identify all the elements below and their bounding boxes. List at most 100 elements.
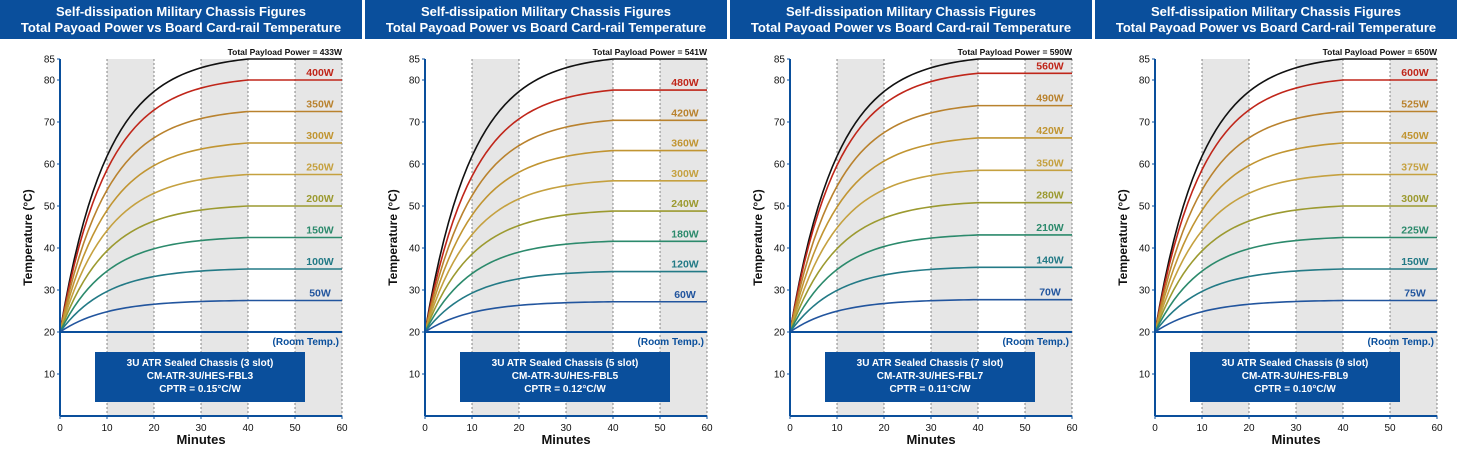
series-line — [789, 169, 1072, 333]
x-axis-title: Minutes — [541, 432, 590, 447]
chart-title: Self-dissipation Military Chassis Figure… — [1151, 4, 1401, 19]
series-label: 100W — [306, 256, 334, 268]
y-tick-label: 70 — [1139, 118, 1151, 129]
x-tick-label: 60 — [336, 423, 348, 434]
series-label: 450W — [1401, 130, 1429, 142]
y-tick-label: 10 — [1139, 370, 1151, 381]
chassis-info-line: 3U ATR Sealed Chassis (7 slot) — [857, 358, 1004, 369]
x-tick-label: 50 — [1384, 423, 1396, 434]
x-tick-label: 30 — [560, 423, 572, 434]
x-tick-label: 10 — [101, 423, 113, 434]
series-label: 525W — [1401, 99, 1429, 111]
series-line-total — [424, 58, 707, 333]
series-line — [59, 268, 342, 333]
series-label: 280W — [1036, 190, 1064, 202]
x-tick-label: 60 — [1066, 423, 1078, 434]
x-tick-label: 20 — [1243, 423, 1255, 434]
series-line — [1154, 110, 1437, 333]
series-label: 150W — [306, 225, 334, 237]
series-line — [1154, 205, 1437, 333]
chart-header: Self-dissipation Military Chassis Figure… — [1095, 0, 1457, 39]
y-tick-label: 85 — [774, 55, 786, 66]
series-label: 200W — [306, 193, 334, 205]
series-label: 300W — [1401, 193, 1429, 205]
y-tick-label: 10 — [774, 370, 786, 381]
series-line — [424, 210, 707, 333]
series-line — [424, 240, 707, 333]
chassis-info-line: CM-ATR-3U/HES-FBL3 — [147, 371, 254, 382]
series-label: 300W — [306, 130, 334, 142]
series-label: 420W — [1036, 125, 1064, 137]
chassis-info-line: CPTR = 0.10°C/W — [1254, 384, 1336, 395]
chart-subtitle: Total Payoad Power vs Board Card-rail Te… — [750, 20, 1072, 35]
temperature-chart: (Room Temp.) 480W 420W 360W 300W 240W 180W 120W… — [386, 47, 713, 447]
x-tick-label: 40 — [972, 423, 984, 434]
chassis-info-box — [95, 352, 305, 402]
chassis-info-box — [460, 352, 670, 402]
series-label: 350W — [306, 99, 334, 111]
chart-title: Self-dissipation Military Chassis Figure… — [421, 4, 671, 19]
series-line-total — [1154, 58, 1437, 333]
series-line — [59, 142, 342, 333]
chart-subtitle: Total Payoad Power vs Board Card-rail Te… — [20, 20, 342, 35]
y-tick-label: 20 — [1139, 328, 1151, 339]
y-tick-label: 85 — [409, 55, 421, 66]
y-tick-label: 50 — [1139, 202, 1151, 213]
x-tick-label: 60 — [1431, 423, 1443, 434]
y-tick-label: 30 — [44, 286, 56, 297]
y-tick-label: 70 — [409, 118, 421, 129]
x-tick-label: 30 — [925, 423, 937, 434]
x-tick-label: 50 — [654, 423, 666, 434]
temperature-chart: (Room Temp.) 560W 490W 420W 350W 280W 210W 140W… — [751, 47, 1078, 447]
series-line — [789, 298, 1072, 333]
chassis-info-line: CM-ATR-3U/HES-FBL9 — [1242, 371, 1349, 382]
series-line — [424, 180, 707, 333]
x-axis-title: Minutes — [176, 432, 225, 447]
series-line — [424, 149, 707, 333]
y-tick-label: 80 — [44, 76, 56, 87]
series-line — [1154, 299, 1437, 333]
series-label: 50W — [309, 288, 331, 300]
x-tick-label: 20 — [878, 423, 890, 434]
room-temp-label: (Room Temp.) — [1003, 337, 1069, 348]
series-label: 490W — [1036, 93, 1064, 105]
chassis-info-line: CM-ATR-3U/HES-FBL7 — [877, 371, 984, 382]
series-line — [1154, 173, 1437, 333]
series-label: 250W — [306, 162, 334, 174]
x-tick-label: 20 — [513, 423, 525, 434]
y-tick-label: 60 — [1139, 160, 1151, 171]
y-tick-label: 80 — [409, 76, 421, 87]
series-line — [1154, 236, 1437, 333]
series-label: 225W — [1401, 225, 1429, 237]
series-line — [789, 234, 1072, 333]
y-tick-label: 50 — [44, 202, 56, 213]
series-label: 600W — [1401, 67, 1429, 79]
y-tick-label: 40 — [1139, 244, 1151, 255]
x-axis-title: Minutes — [906, 432, 955, 447]
temperature-chart: (Room Temp.) 600W 525W 450W 375W 300W 225W 150W… — [1116, 47, 1443, 447]
chart-panel-9-slot: Self-dissipation Military Chassis Figure… — [1095, 0, 1457, 450]
y-tick-label: 60 — [44, 160, 56, 171]
chassis-info-line: CPTR = 0.11°C/W — [890, 384, 972, 395]
y-tick-label: 85 — [1139, 55, 1151, 66]
series-line — [59, 173, 342, 333]
x-tick-label: 10 — [831, 423, 843, 434]
series-label: 210W — [1036, 222, 1064, 234]
total-power-label: Total Payload Power = 433W — [228, 47, 343, 57]
series-label: 300W — [671, 168, 699, 180]
series-label: 180W — [671, 228, 699, 240]
x-tick-label: 50 — [289, 423, 301, 434]
chart-title: Self-dissipation Military Chassis Figure… — [786, 4, 1036, 19]
x-tick-label: 30 — [195, 423, 207, 434]
series-label: 70W — [1039, 287, 1061, 299]
chassis-info-line: 3U ATR Sealed Chassis (9 slot) — [1222, 358, 1369, 369]
y-tick-label: 20 — [44, 328, 56, 339]
series-line — [789, 72, 1072, 333]
series-label: 400W — [306, 67, 334, 79]
series-label: 120W — [671, 259, 699, 271]
series-line-total — [789, 58, 1072, 333]
series-line — [789, 266, 1072, 333]
chassis-info-line: CM-ATR-3U/HES-FBL5 — [512, 371, 619, 382]
y-tick-label: 60 — [774, 160, 786, 171]
chart-header: Self-dissipation Military Chassis Figure… — [0, 0, 362, 39]
